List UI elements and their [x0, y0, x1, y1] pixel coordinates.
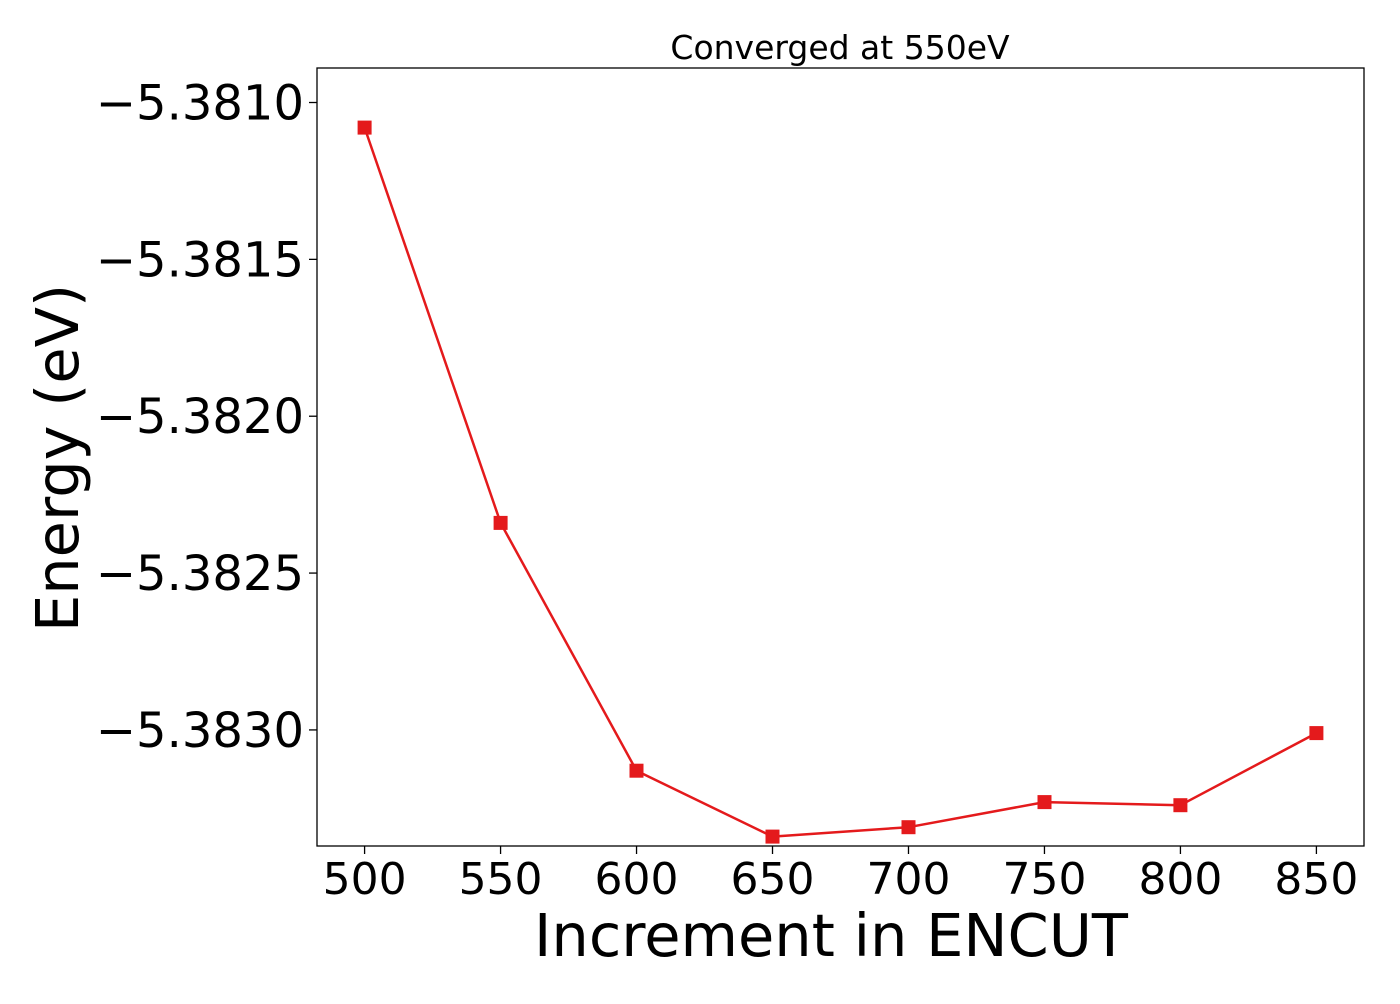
data-point-marker	[629, 763, 644, 778]
data-point-marker	[493, 515, 508, 530]
x-tick-label: 850	[1274, 854, 1358, 905]
y-tick-label: −5.3815	[96, 232, 304, 288]
plot-frame	[316, 67, 1365, 847]
data-point-marker	[357, 120, 372, 135]
x-tick-label: 600	[595, 854, 679, 905]
x-axis-ticks: 500 550 600 650 700 750 800 850	[323, 846, 1358, 905]
data-point-marker	[901, 820, 916, 835]
data-point-marker	[1173, 798, 1188, 813]
x-tick-label: 750	[1002, 854, 1086, 905]
y-axis-ticks: −5.3810 −5.3815 −5.3820 −5.3825 −5.3830	[96, 76, 317, 759]
data-point-marker	[1037, 795, 1052, 810]
x-tick-label: 550	[459, 854, 543, 905]
y-tick-label: −5.3825	[96, 546, 304, 602]
y-tick-label: −5.3810	[96, 76, 304, 132]
y-axis-label: Energy (eV)	[23, 284, 92, 632]
x-tick-label: 500	[323, 854, 407, 905]
data-point-marker	[765, 829, 780, 844]
series-line	[363, 127, 1317, 838]
x-tick-label: 650	[731, 854, 815, 905]
y-tick-label: −5.3820	[96, 389, 304, 445]
x-tick-label: 700	[866, 854, 950, 905]
series-layer	[357, 120, 1324, 844]
chart-title: Converged at 550eV	[670, 28, 1010, 67]
x-tick-label: 800	[1138, 854, 1222, 905]
x-axis-label: Increment in ENCUT	[534, 901, 1129, 970]
data-point-marker	[1309, 726, 1324, 741]
y-tick-label: −5.3830	[96, 703, 304, 759]
